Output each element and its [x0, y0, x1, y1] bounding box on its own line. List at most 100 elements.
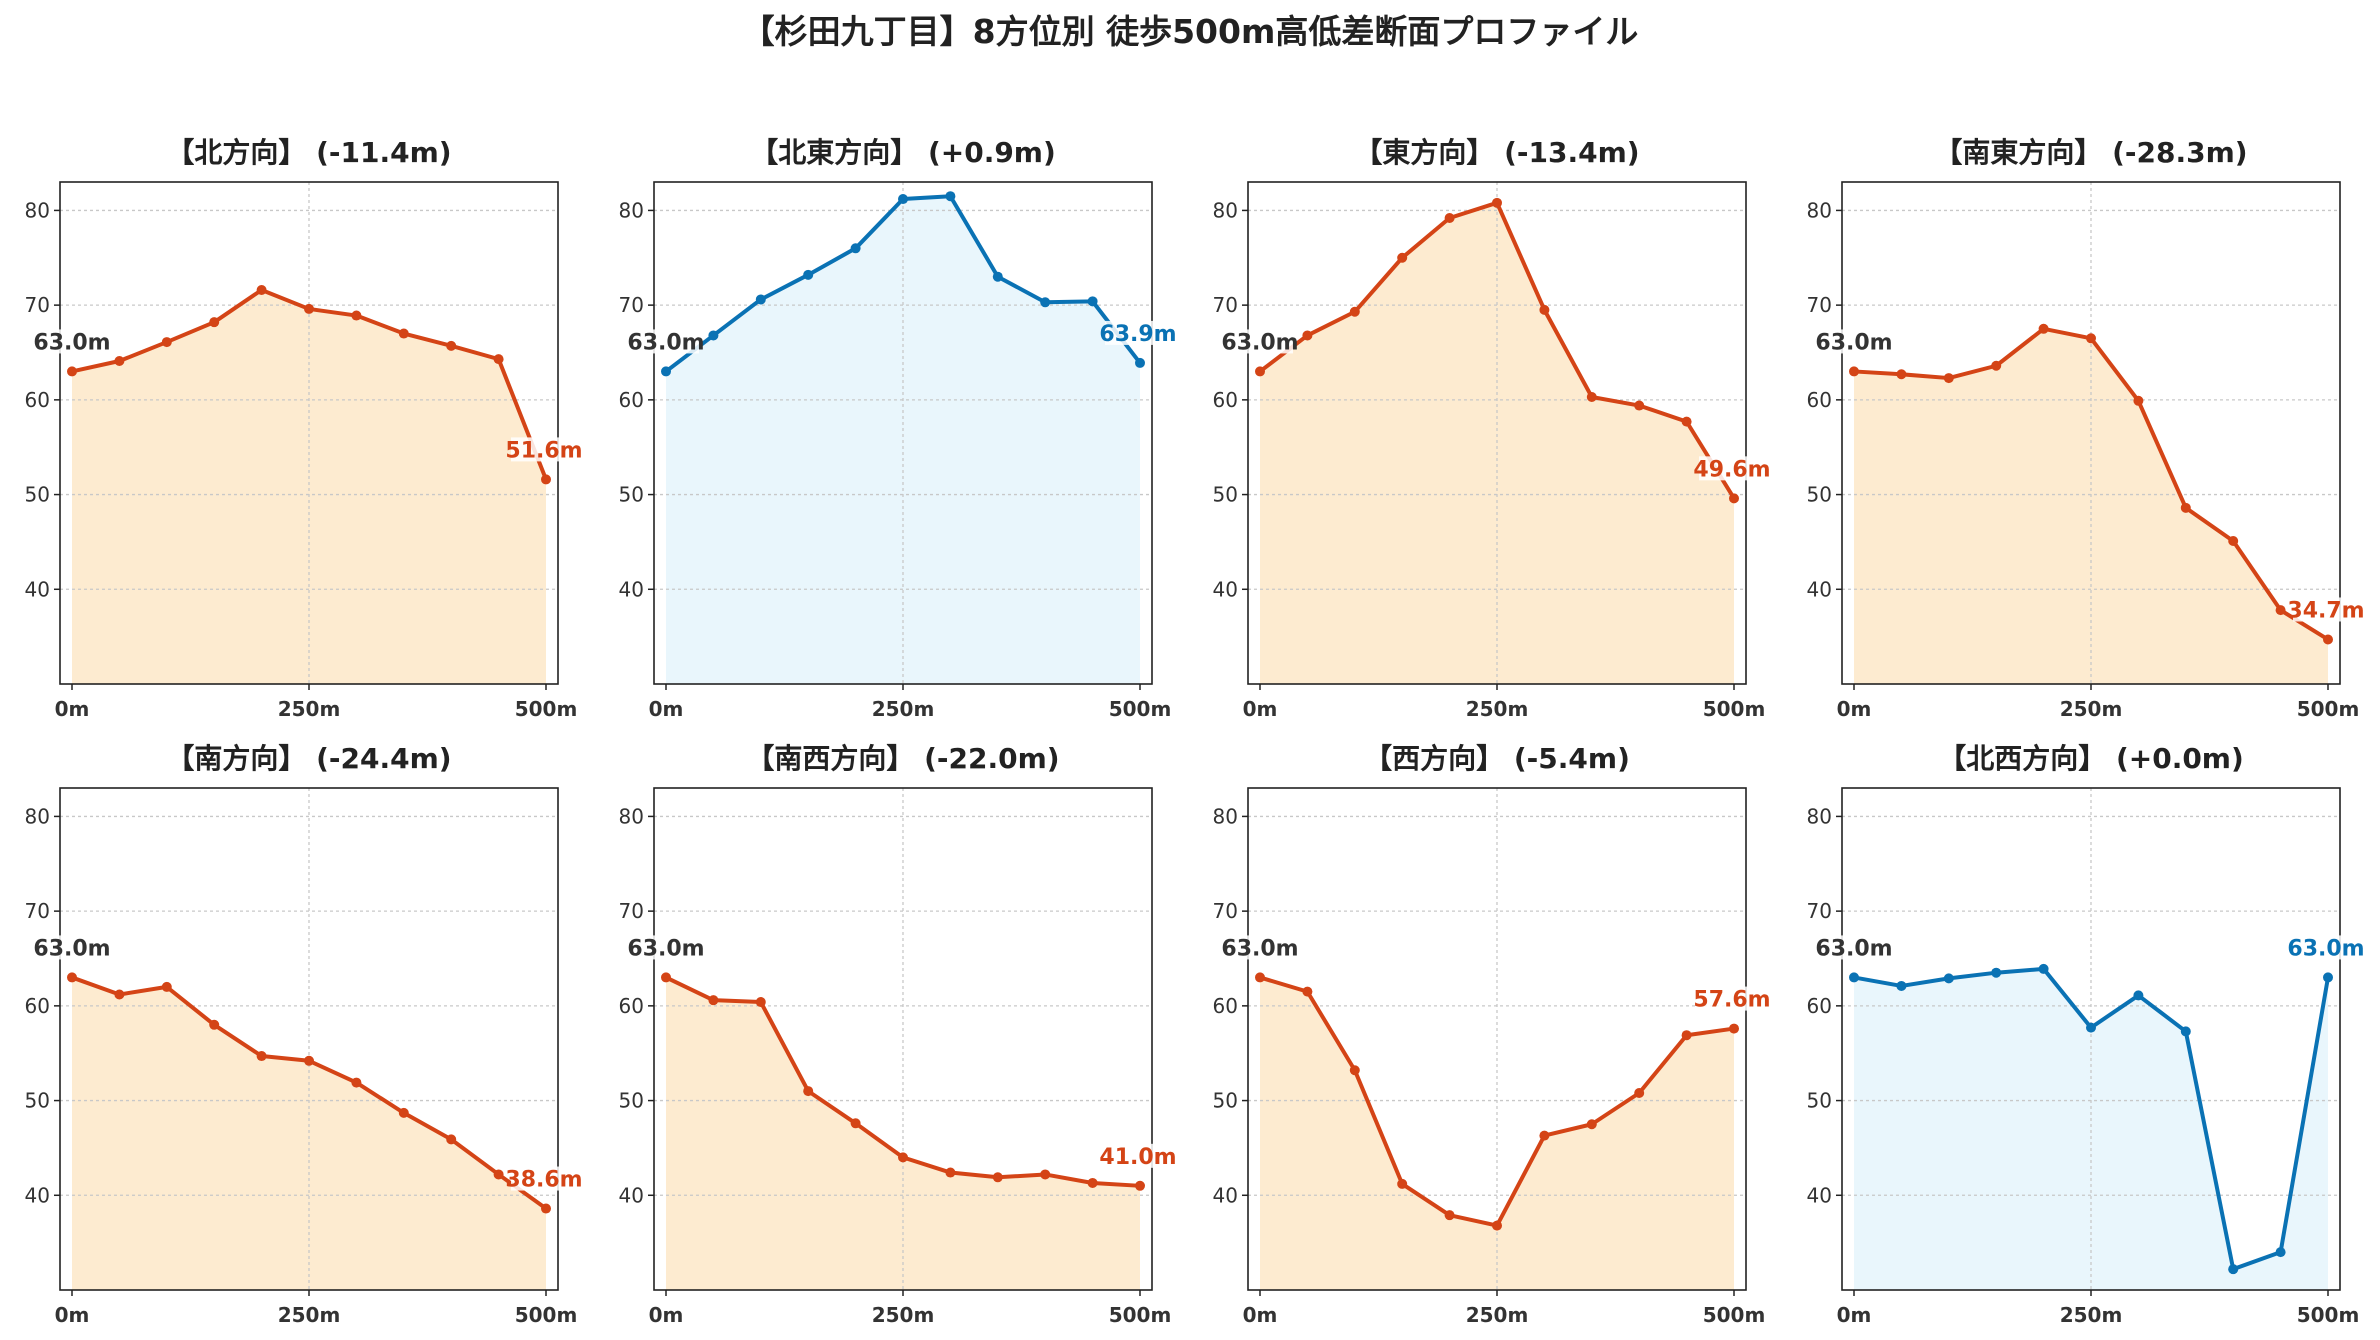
area-fill: [1854, 968, 2328, 1290]
x-tick-label: 250m: [278, 1303, 341, 1327]
y-tick-label: 50: [1213, 1089, 1238, 1113]
data-point: [2323, 634, 2333, 645]
label-bg: [1699, 456, 1765, 481]
data-point: [708, 330, 719, 341]
data-point: [2133, 990, 2144, 1001]
panel-title: 【北西方向】 (+0.0m): [1938, 742, 2244, 775]
data-point: [945, 1167, 956, 1178]
y-tick-label: 80: [619, 198, 644, 222]
y-tick-label: 80: [1807, 804, 1832, 828]
y-tick-label: 80: [1807, 198, 1832, 222]
chart-panel-7: 【西方向】 (-5.4m) 40 50 60 70 80 0m 250m 500m 63.0m 57…: [1213, 742, 1771, 1327]
data-point: [209, 1019, 220, 1030]
data-point: [1040, 1169, 1051, 1180]
x-tick-label: 500m: [2297, 697, 2360, 721]
start-elevation-label: 63.0m: [1815, 330, 1892, 355]
start-elevation-label: 63.0m: [1221, 330, 1298, 355]
data-point: [850, 243, 861, 254]
data-point: [2133, 395, 2144, 406]
x-tick-label: 250m: [278, 697, 341, 721]
x-tick-label: 500m: [1703, 1303, 1766, 1327]
data-point: [1040, 297, 1051, 308]
data-point: [1302, 330, 1313, 341]
data-point: [1397, 1178, 1408, 1189]
data-point: [67, 972, 77, 983]
data-point: [2180, 502, 2191, 513]
area-fill: [1260, 202, 1734, 684]
data-point: [446, 340, 457, 351]
data-point: [2323, 972, 2333, 983]
data-point: [945, 191, 956, 202]
data-point: [1586, 1119, 1597, 1130]
data-point: [351, 310, 362, 321]
data-point: [1087, 296, 1098, 307]
end-elevation-label: 63.0m: [2287, 936, 2364, 961]
chart-panel-6: 【南西方向】 (-22.0m) 40 50 60 70 80 0m 250m 500m 63.0m…: [619, 742, 1177, 1327]
data-point: [304, 1055, 314, 1066]
data-point: [398, 1107, 409, 1118]
end-elevation-label: 57.6m: [1693, 988, 1770, 1013]
data-point: [755, 997, 766, 1008]
data-point: [1634, 1087, 1645, 1098]
y-tick-label: 60: [619, 388, 644, 412]
label-bg: [633, 935, 699, 960]
x-tick-label: 250m: [1466, 697, 1529, 721]
x-tick-label: 500m: [1109, 1303, 1172, 1327]
end-elevation-label: 51.6m: [505, 438, 582, 463]
data-point: [541, 1203, 551, 1214]
data-point: [1087, 1177, 1098, 1188]
data-point: [1349, 1065, 1360, 1076]
data-point: [541, 474, 551, 485]
data-point: [161, 981, 172, 992]
label-bg: [1105, 320, 1171, 345]
y-tick-label: 50: [25, 483, 50, 507]
start-elevation-label: 63.0m: [33, 936, 110, 961]
data-point: [256, 1051, 267, 1062]
data-point: [2275, 1247, 2286, 1258]
y-tick-label: 60: [1807, 388, 1832, 412]
panel-title: 【南西方向】 (-22.0m): [746, 742, 1059, 775]
data-point: [803, 1086, 814, 1097]
data-point: [1849, 972, 1859, 983]
data-point: [1634, 400, 1645, 411]
data-point: [1135, 357, 1145, 368]
panel-title: 【南東方向】 (-28.3m): [1934, 136, 2247, 169]
start-elevation-label: 63.0m: [1815, 936, 1892, 961]
label-bg: [1699, 986, 1765, 1011]
x-tick-label: 0m: [649, 1303, 684, 1327]
data-point: [898, 194, 908, 205]
y-tick-label: 70: [1213, 899, 1238, 923]
data-point: [2228, 1264, 2239, 1275]
data-point: [1849, 366, 1859, 377]
area-fill: [1260, 977, 1734, 1290]
x-tick-label: 0m: [1243, 1303, 1278, 1327]
label-bg: [2293, 597, 2359, 622]
y-tick-label: 80: [1213, 804, 1238, 828]
data-point: [803, 269, 814, 280]
data-point: [351, 1077, 362, 1088]
x-tick-label: 500m: [2297, 1303, 2360, 1327]
label-bg: [511, 1166, 577, 1191]
start-elevation-label: 63.0m: [1221, 936, 1298, 961]
data-point: [2086, 1022, 2096, 1033]
data-point: [850, 1118, 861, 1129]
data-point: [1492, 197, 1502, 208]
label-bg: [1105, 1143, 1171, 1168]
x-tick-label: 250m: [872, 697, 935, 721]
end-elevation-label: 49.6m: [1693, 457, 1770, 482]
data-point: [1349, 306, 1360, 317]
data-point: [2228, 535, 2239, 546]
x-tick-label: 0m: [1837, 697, 1872, 721]
data-point: [2086, 333, 2096, 344]
start-elevation-label: 63.0m: [627, 936, 704, 961]
data-point: [1729, 493, 1739, 504]
y-tick-label: 80: [619, 804, 644, 828]
label-bg: [511, 437, 577, 462]
y-tick-label: 50: [619, 1089, 644, 1113]
data-point: [1255, 366, 1265, 377]
y-tick-label: 40: [1807, 577, 1832, 601]
data-point: [1492, 1220, 1502, 1231]
x-tick-label: 0m: [55, 1303, 90, 1327]
y-tick-label: 60: [25, 388, 50, 412]
